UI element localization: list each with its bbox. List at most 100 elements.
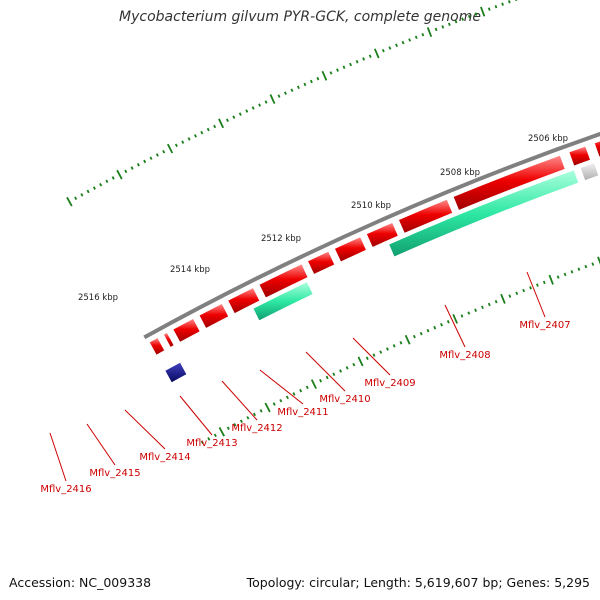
scale-tick — [200, 130, 204, 135]
cds-feature — [366, 223, 398, 247]
cds-feature — [259, 264, 308, 298]
scale-tick-inner — [305, 385, 309, 390]
scale-tick-inner — [487, 302, 491, 307]
scale-tick — [401, 40, 405, 45]
scale-tick-inner — [440, 322, 443, 327]
scale-tick-inner — [446, 320, 450, 324]
scale-tick — [66, 196, 73, 207]
scale-tick-inner — [272, 402, 276, 406]
scale-tick — [251, 106, 255, 110]
scale-tick-inner — [299, 388, 303, 393]
genome-summary-text: Topology: circular; Length: 5,619,607 bp… — [246, 575, 590, 590]
scale-tick — [474, 12, 478, 16]
scale-tick — [245, 109, 249, 113]
scale-tick — [166, 143, 174, 154]
scale-tick — [480, 6, 486, 17]
scale-label: 2512 kbp — [261, 234, 301, 244]
scale-tick — [441, 25, 445, 29]
genome-backbone — [143, 131, 600, 340]
scale-tick — [454, 19, 458, 24]
scale-tick-inner — [372, 353, 376, 357]
scale-tick-inner — [508, 294, 512, 298]
scale-tick — [309, 79, 313, 84]
scale-tick — [174, 143, 178, 148]
scale-label: 2508 kbp — [440, 168, 480, 178]
scale-tick-inner — [591, 262, 595, 266]
leader-line — [86, 423, 116, 466]
scale-tick-inner — [207, 437, 211, 441]
cds-feature — [164, 333, 174, 347]
scale-tick — [426, 27, 433, 38]
gene-label: Mflv_2411 — [277, 407, 328, 418]
scale-label: 2514 kbp — [170, 265, 210, 275]
scale-tick-inner — [563, 272, 567, 277]
scale-tick — [143, 159, 147, 164]
scale-tick-inner — [529, 286, 532, 290]
scale-label: 2510 kbp — [351, 201, 391, 211]
scale-tick-inner — [310, 379, 317, 389]
scale-tick-inner — [200, 440, 204, 445]
scale-tick — [336, 68, 339, 72]
scale-tick-inner — [385, 347, 389, 351]
scale-tick — [130, 166, 134, 170]
scale-tick-inner — [570, 270, 574, 274]
scale-tick-inner — [213, 433, 217, 438]
scale-label: 2506 kbp — [528, 134, 568, 144]
leader-line — [221, 380, 258, 421]
scale-tick-inner — [332, 372, 336, 376]
scale-tick-inner — [392, 344, 396, 348]
scale-tick — [269, 94, 276, 104]
cds-feature — [228, 288, 260, 314]
scale-tick-inner — [404, 334, 411, 345]
scale-tick — [136, 162, 140, 167]
scale-tick — [381, 48, 385, 53]
cds-feature — [199, 304, 229, 328]
scale-tick-inner — [259, 409, 263, 413]
gene-label: Mflv_2416 — [40, 484, 91, 495]
scale-tick — [373, 48, 380, 59]
leader-line — [49, 432, 67, 482]
scale-tick — [395, 43, 398, 48]
scale-tick — [80, 193, 84, 197]
scale-tick-inner — [426, 328, 430, 333]
cds-feature — [149, 338, 165, 355]
scale-tick-inner — [253, 412, 256, 417]
scale-tick-inner — [536, 283, 539, 287]
map-title: Mycobacterium gilvum PYR-GCK, complete g… — [119, 9, 481, 25]
gene-label: Mflv_2408 — [439, 350, 490, 361]
scale-tick — [232, 115, 236, 119]
scale-tick — [74, 196, 78, 201]
gene-features — [149, 141, 600, 383]
scale-tick-inner — [233, 422, 237, 427]
scale-tick-inner — [285, 395, 289, 400]
scale-tick — [494, 4, 498, 9]
backbone-line — [143, 131, 600, 340]
scale-tick-inner — [365, 356, 369, 360]
scale-tick — [149, 156, 153, 160]
dark-feature — [165, 362, 187, 383]
scale-tick — [193, 134, 197, 138]
leader-line — [526, 271, 546, 318]
scale-tick — [99, 182, 103, 187]
scale-tick — [362, 57, 366, 61]
scale-tick — [92, 186, 96, 190]
scale-tick-inner — [500, 293, 506, 304]
scale-tick — [349, 62, 352, 67]
scale-labels: 2506 kbp 2508 kbp 2510 kbp 2512 kbp 2514 kbp… — [78, 134, 568, 303]
scale-tick — [238, 112, 242, 116]
scale-tick — [329, 71, 333, 75]
scale-tick-inner — [577, 267, 581, 271]
other-feature — [580, 163, 599, 181]
scale-tick-inner — [542, 280, 546, 285]
gene-labels: Mflv_2407 Mflv_2408 Mflv_2409 Mflv_2410 Mflv… — [40, 320, 570, 495]
scale-tick-inner — [399, 341, 403, 345]
scale-tick — [155, 153, 159, 157]
scale-tick-inner — [345, 366, 349, 370]
scale-tick-inner — [548, 274, 554, 285]
scale-tick — [111, 176, 115, 180]
scale-tick — [258, 103, 262, 107]
scale-ticks — [66, 0, 600, 445]
cds-feature — [453, 155, 565, 210]
scale-tick-inner — [467, 311, 471, 315]
